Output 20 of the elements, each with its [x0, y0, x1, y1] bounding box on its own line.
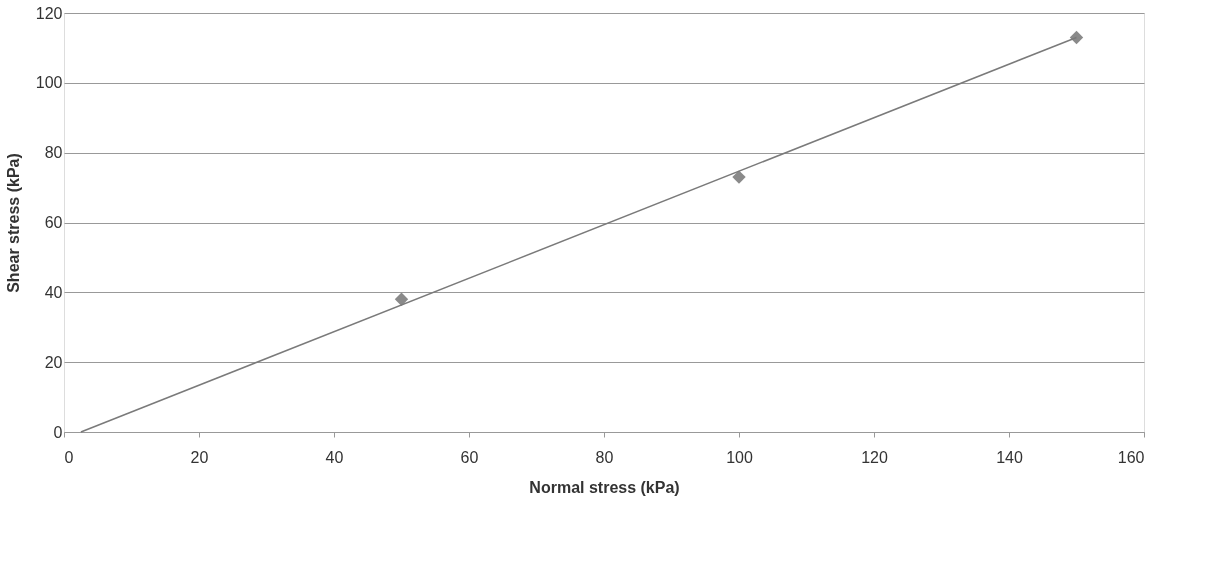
y-tick-label: 60 — [44, 214, 63, 231]
y-axis-title: Shear stress (kPa) — [4, 153, 22, 293]
x-tick-label: 20 — [190, 448, 209, 466]
y-tick-label: 120 — [35, 4, 63, 22]
x-tick-label: 80 — [595, 448, 614, 466]
x-tick-label: 0 — [64, 448, 74, 466]
y-tick-label: 0 — [53, 423, 63, 441]
point — [394, 292, 409, 307]
x-axis-title: Normal stress (kPa) — [529, 478, 680, 496]
y-tick-label: 80 — [44, 144, 63, 162]
x-tick-label: 40 — [325, 448, 344, 466]
x-tick-label: 140 — [996, 448, 1023, 466]
x-tick-label: 100 — [726, 448, 753, 466]
y-tick-label: 100 — [35, 74, 63, 92]
point — [732, 170, 746, 184]
y-tick-label: 20 — [44, 353, 63, 371]
x-tick-label: 160 — [1117, 448, 1145, 466]
x-tick-label: 120 — [861, 448, 888, 466]
x-tick-label: 60 — [460, 448, 479, 466]
y-tick-label: 40 — [44, 283, 63, 301]
